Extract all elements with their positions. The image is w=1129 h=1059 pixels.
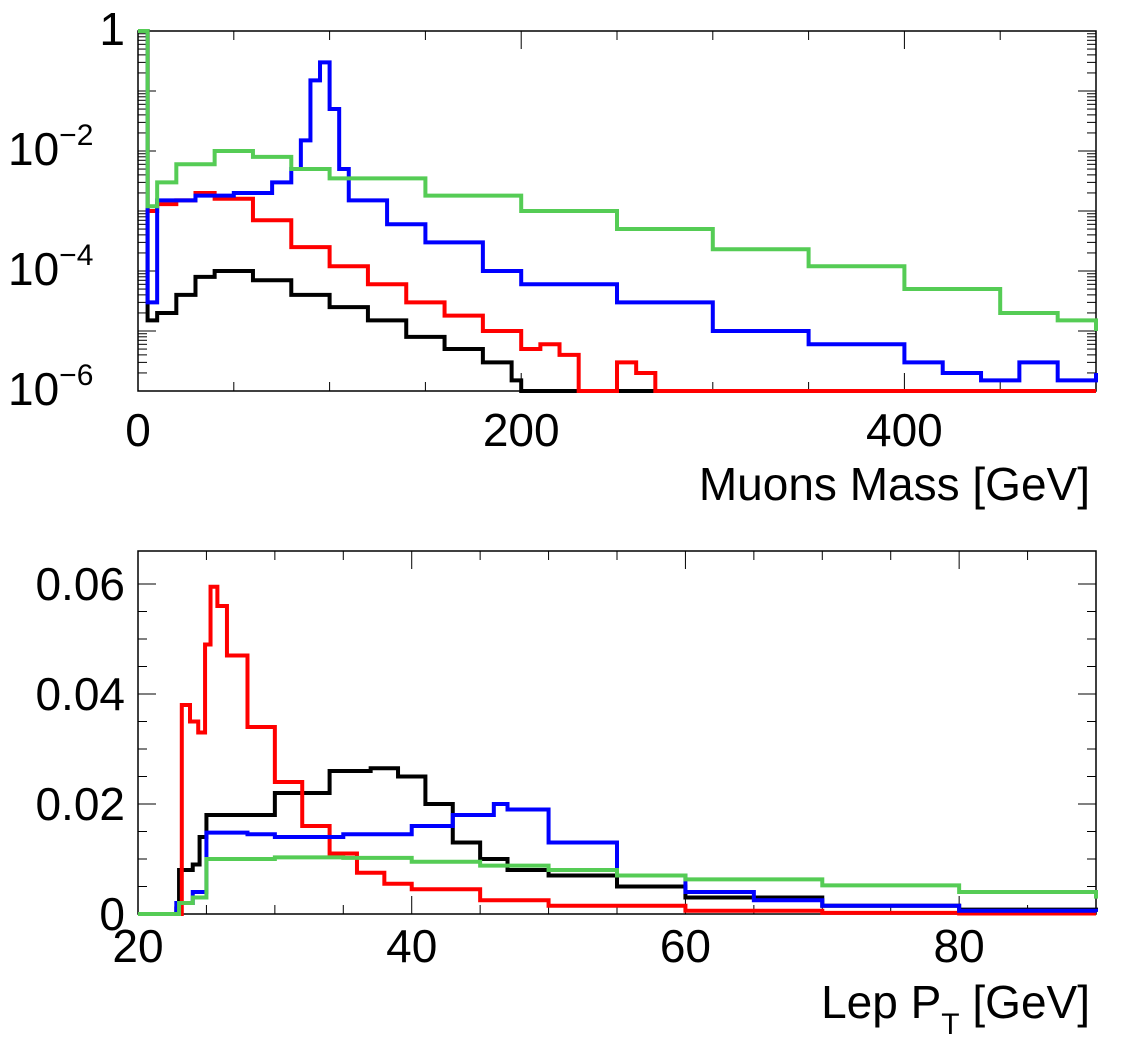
top-axis-ticks [137,30,1097,392]
top-series-line-3 [138,29,1098,331]
bottom-x-label-sub: T [941,1008,959,1041]
bottom-x-tick-label: 20 [112,920,163,972]
bottom-series-line-2 [138,802,1098,916]
top-x-axis-label: Muons Mass [GeV] [699,458,1090,510]
top-series-line-2 [138,29,1098,383]
top-y-tick-label: 10−2 [8,119,93,175]
bottom-y-tick-label: 0.06 [35,558,125,610]
top-x-tick-label: 0 [125,404,151,456]
top-series-line-0 [138,29,1096,393]
bottom-x-axis-label: Lep PT [GeV] [821,976,1090,1041]
bottom-x-tick-label: 60 [660,920,711,972]
bottom-x-tick-label: 80 [934,920,985,972]
top-x-tick-label: 400 [866,404,943,456]
bottom-series-line-1 [138,584,1096,916]
bottom-series-line-3 [138,855,1098,916]
bottom-axis-ticks [137,551,1097,915]
top-series-group [138,29,1098,393]
bottom-y-tick-label: 0.04 [35,668,125,720]
bottom-x-tick-label: 40 [386,920,437,972]
bottom-y-tick-label: 0 [99,888,125,940]
bottom-x-label-main: Lep P [821,976,941,1028]
top-y-tick-label: 1 [99,3,125,55]
top-x-tick-label: 200 [483,404,560,456]
bottom-tick-labels: 20 40 60 80 0 0.02 0.04 0.06 [35,558,984,972]
bottom-series-group [138,584,1098,916]
top-y-tick-label: 10−6 [8,359,93,415]
bottom-x-label-unit: [GeV] [960,976,1090,1028]
bottom-panel: 20 40 60 80 0 0.02 0.04 0.06 Lep PT [GeV] [35,550,1098,1041]
bottom-y-tick-label: 0.02 [35,778,125,830]
top-y-tick-label: 10−4 [8,239,93,295]
top-tick-labels: 0 200 400 1 10−2 10−4 10−6 [8,3,943,456]
top-panel: 0 200 400 1 10−2 10−4 10−6 Muons Mass [GeV] [8,3,1098,510]
